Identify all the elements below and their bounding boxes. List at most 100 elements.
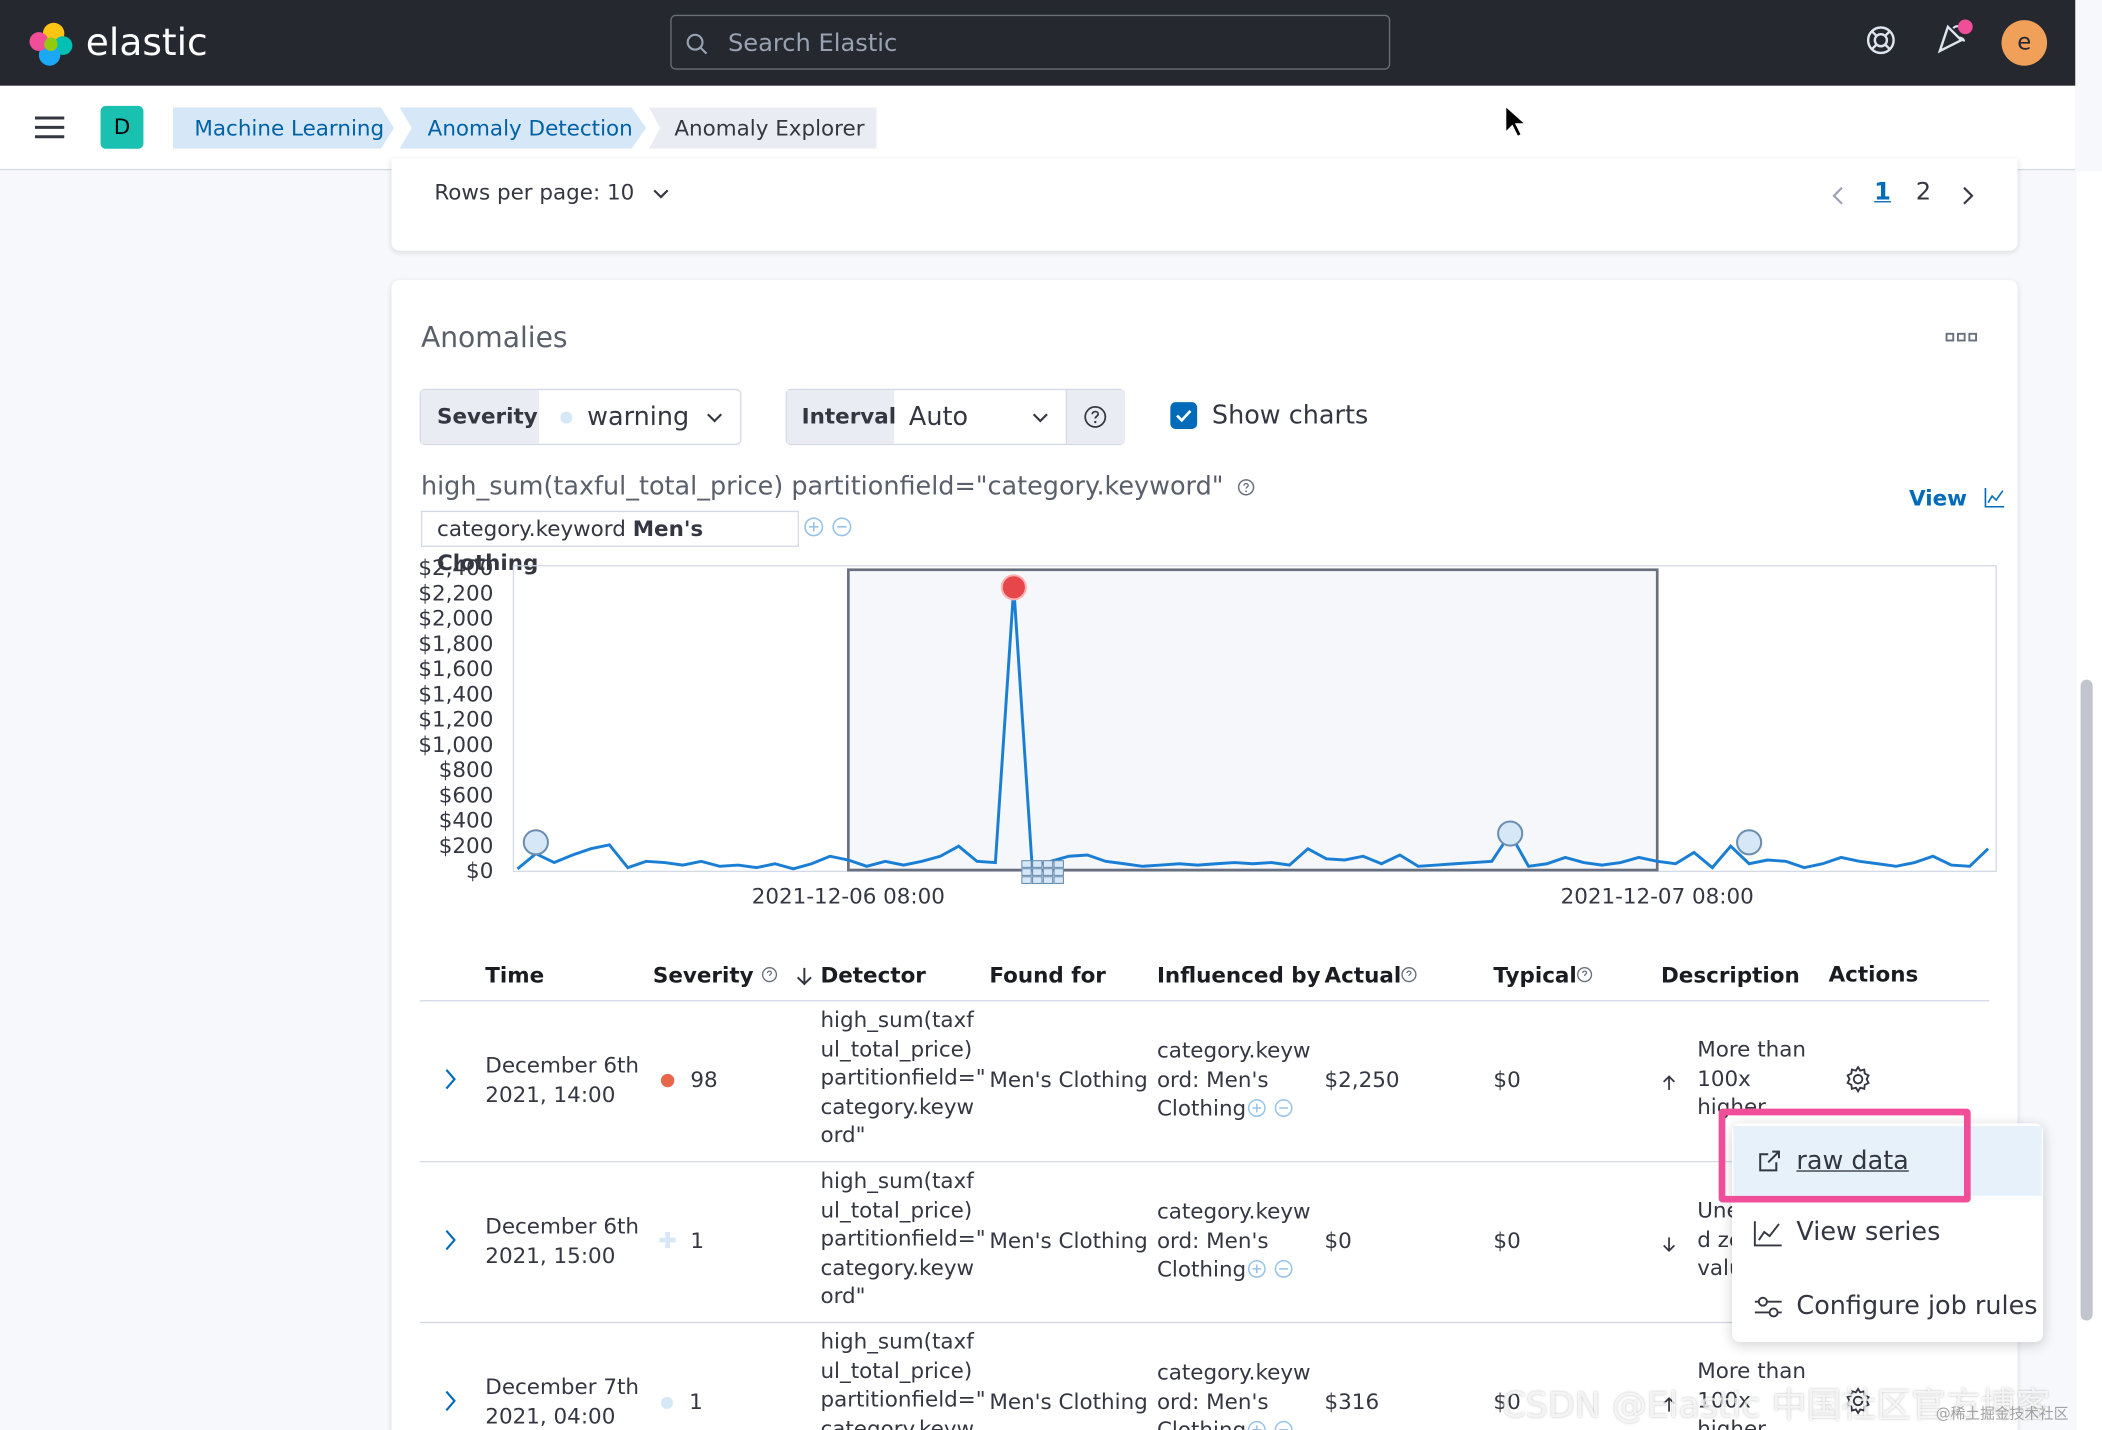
severity-dot [660,1073,675,1088]
anomaly-marker[interactable] [1000,574,1027,601]
page-1-link[interactable]: 1 [1874,178,1891,207]
time-line-2: 2021, 04:00 [485,1402,616,1429]
interval-select[interactable]: Interval Auto [785,388,1125,446]
influencer-line: ord: Men's [1156,1066,1269,1092]
show-charts-checkbox[interactable] [1170,402,1198,429]
x-tick-label: 2021-12-07 08:00 [1561,885,1754,910]
tag-value: Men's Clothing [437,516,704,576]
news-feed-icon[interactable] [1934,19,1974,57]
elastic-logo-icon[interactable] [27,19,75,67]
col-actions: Actions [1828,961,1919,987]
help-lifebuoy-icon[interactable] [1865,24,1897,56]
multi-bucket-marker[interactable] [1021,860,1064,884]
cell-actual: $316 [1325,1388,1380,1417]
selection-brush[interactable] [847,568,1659,872]
typical-value: $0 [1493,1388,1521,1415]
show-charts-label[interactable]: Show charts [1211,400,1369,431]
time-line-1: December 6th [485,1213,640,1239]
detector-line: ul_total_price) [820,1035,973,1062]
influencer-line: Clothing [1156,1256,1247,1282]
gear-icon[interactable] [1843,1386,1872,1415]
severity-select[interactable]: Severity warning [419,388,742,446]
col-typical[interactable]: Typical [1493,963,1593,988]
breadcrumb-anomaly-explorer: Anomaly Explorer [648,107,877,149]
menu-item-configure-job-rules[interactable]: Configure job rules [1796,1290,2038,1321]
x-tick-label: 2021-12-06 08:00 [752,885,945,910]
filter-plus-icon[interactable] [1246,1259,1266,1279]
anomaly-chart[interactable]: $2,400$2,200$2,000$1,800$1,600$1,400$1,2… [402,552,2011,914]
severity-label: Severity [420,390,539,444]
y-tick-label: $600 [439,783,494,808]
page-2-link[interactable]: 2 [1915,178,1932,207]
anomaly-marker[interactable] [522,829,549,856]
cell-typical: $0 [1493,1388,1520,1417]
cell-time: December 6th 2021, 14:00 [485,1051,639,1109]
col-influenced-by[interactable]: Influenced by [1156,962,1321,989]
filter-plus-icon[interactable] [1246,1098,1266,1118]
plus-marker-icon [659,1232,676,1249]
question-icon [1084,406,1107,428]
cell-typical: $0 [1493,1066,1520,1095]
time-line-2: 2021, 14:00 [485,1081,616,1107]
severity-score: 1 [690,1227,705,1254]
user-avatar[interactable]: e [2001,20,2048,66]
cell-actual: $2,250 [1325,1066,1400,1095]
cell-time: December 6th 2021, 15:00 [485,1212,639,1270]
y-axis: $2,400$2,200$2,000$1,800$1,600$1,400$1,2… [418,556,493,884]
anomaly-marker[interactable] [1497,820,1524,847]
breadcrumb-machine-learning[interactable]: Machine Learning [172,107,395,149]
detector-line: ord" [820,1282,866,1309]
filter-minus-icon[interactable] [1273,1098,1293,1118]
tag-field: category.keyword [437,516,626,542]
detector-line: category.keyw [820,1254,975,1280]
cell-description: More than 100x higher [1697,1357,1806,1430]
severity-score: 98 [690,1067,718,1093]
y-tick-label: $400 [439,809,494,834]
col-detector[interactable]: Detector [820,962,926,989]
chevron-down-icon [1032,413,1048,423]
expand-row-icon[interactable] [442,1389,458,1413]
watermark: CSDN @Elastic 中国社区官方博客 [1501,1386,2051,1427]
anomalies-title: Anomalies [420,321,568,354]
gear-icon[interactable] [1843,1064,1872,1094]
interval-value: Auto [908,402,969,432]
scrollbar-thumb[interactable] [2080,679,2093,1321]
prev-page-icon[interactable] [1830,185,1846,206]
menu-item-raw-data[interactable]: raw data [1796,1146,1909,1176]
expand-row-icon[interactable] [442,1067,458,1091]
rows-per-page-selector[interactable]: Rows per page: 10 [434,180,670,205]
col-found-for[interactable]: Found for [989,962,1106,989]
chevron-down-icon [707,413,723,423]
next-page-icon[interactable] [1960,185,1976,206]
space-avatar[interactable]: D [100,105,144,149]
breadcrumb-anomaly-detection[interactable]: Anomaly Detection [399,107,647,149]
col-severity[interactable]: Severity [653,963,814,988]
y-tick-label: $1,400 [418,682,493,707]
mouse-cursor-icon [1504,104,1528,138]
filter-plus-icon[interactable] [1246,1420,1266,1430]
filter-plus-icon[interactable] [803,516,824,537]
interval-help-button[interactable] [1065,390,1125,444]
filter-minus-icon[interactable] [831,516,852,537]
filter-minus-icon[interactable] [1273,1259,1293,1279]
col-actual[interactable]: Actual [1325,963,1418,988]
logo-text[interactable]: elastic [85,20,208,65]
chart-title: high_sum(taxful_total_price) partitionfi… [421,472,1254,501]
info-icon [1401,967,1417,983]
menu-hamburger-icon[interactable] [34,115,65,139]
chevron-down-icon [653,189,669,199]
row-divider [419,1321,1990,1324]
detector-line: partitionfield=" [820,1064,986,1090]
search-placeholder: Search Elastic [727,29,898,58]
menu-item-view-series[interactable]: View series [1796,1217,1941,1247]
col-time[interactable]: Time [485,962,545,989]
anomaly-marker[interactable] [1736,829,1763,856]
external-link-icon [1759,1150,1780,1172]
search-input[interactable]: Search Elastic [670,14,1391,70]
influencer-line: category.keyw [1156,1359,1311,1385]
view-link[interactable]: View [1909,485,2005,511]
expand-row-icon[interactable] [442,1228,458,1252]
actual-value: $2,250 [1324,1067,1400,1093]
filter-minus-icon[interactable] [1273,1420,1293,1430]
more-options-icon[interactable] [1945,332,1977,343]
